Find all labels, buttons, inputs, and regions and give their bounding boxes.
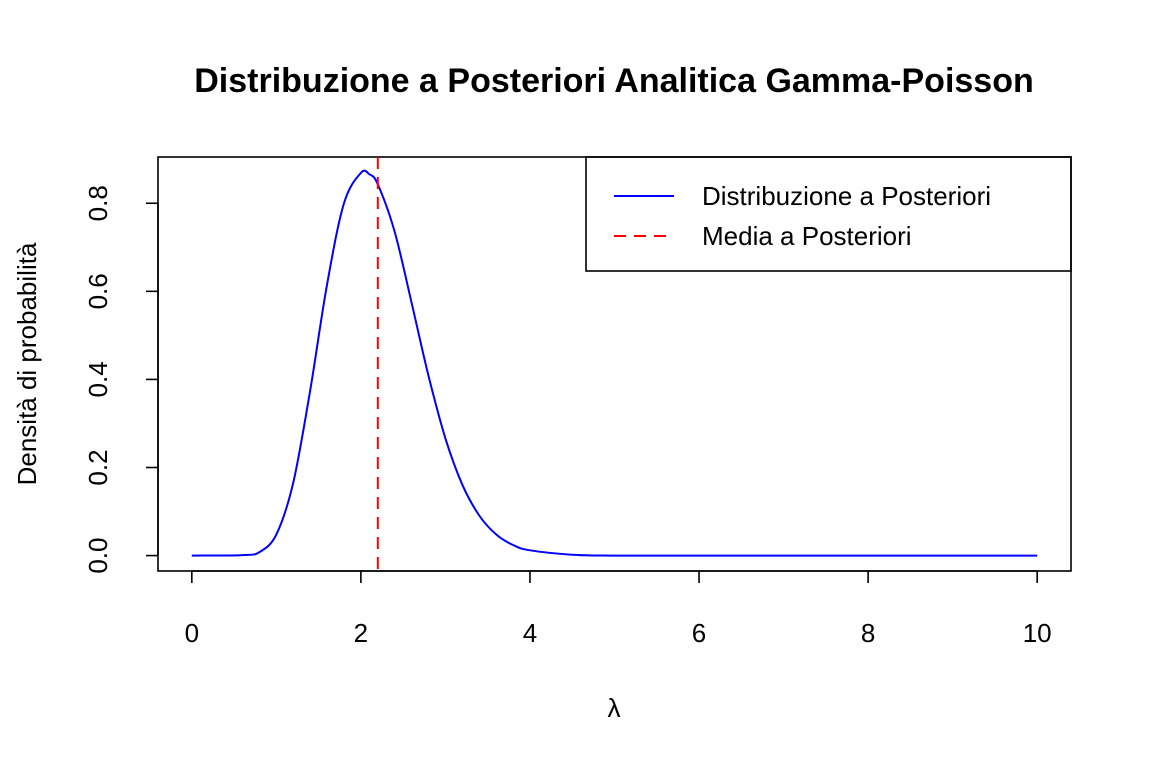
- x-tick-label: 8: [861, 618, 875, 648]
- x-tick-label: 6: [692, 618, 706, 648]
- y-tick-label: 0.0: [83, 538, 113, 574]
- posterior-density-line: [191, 169, 1038, 557]
- legend-box: [585, 156, 1072, 272]
- x-tick-label: 4: [523, 618, 537, 648]
- x-axis: 0 2 4 6 8 10: [185, 570, 1052, 648]
- chart-title: Distribuzione a Posteriori Analitica Gam…: [194, 62, 1034, 100]
- x-tick-label: 0: [185, 618, 199, 648]
- y-tick-label: 0.6: [83, 273, 113, 309]
- y-axis: 0.0 0.2 0.4 0.6 0.8: [83, 185, 159, 574]
- y-axis-label: Densità di probabilità: [12, 242, 42, 485]
- legend-label-mean: Media a Posteriori: [702, 221, 912, 251]
- y-tick-label: 0.2: [83, 449, 113, 485]
- legend: Distribuzione a Posteriori Media a Poste…: [585, 156, 1072, 272]
- x-axis-label: λ: [608, 693, 621, 723]
- legend-label-posterior: Distribuzione a Posteriori: [702, 181, 991, 211]
- plot-frame: [157, 156, 1072, 572]
- y-tick-label: 0.4: [83, 361, 113, 397]
- y-tick-label: 0.8: [83, 185, 113, 221]
- x-tick-label: 2: [354, 618, 368, 648]
- x-tick-label: 10: [1023, 618, 1052, 648]
- series-layer: [191, 157, 1038, 571]
